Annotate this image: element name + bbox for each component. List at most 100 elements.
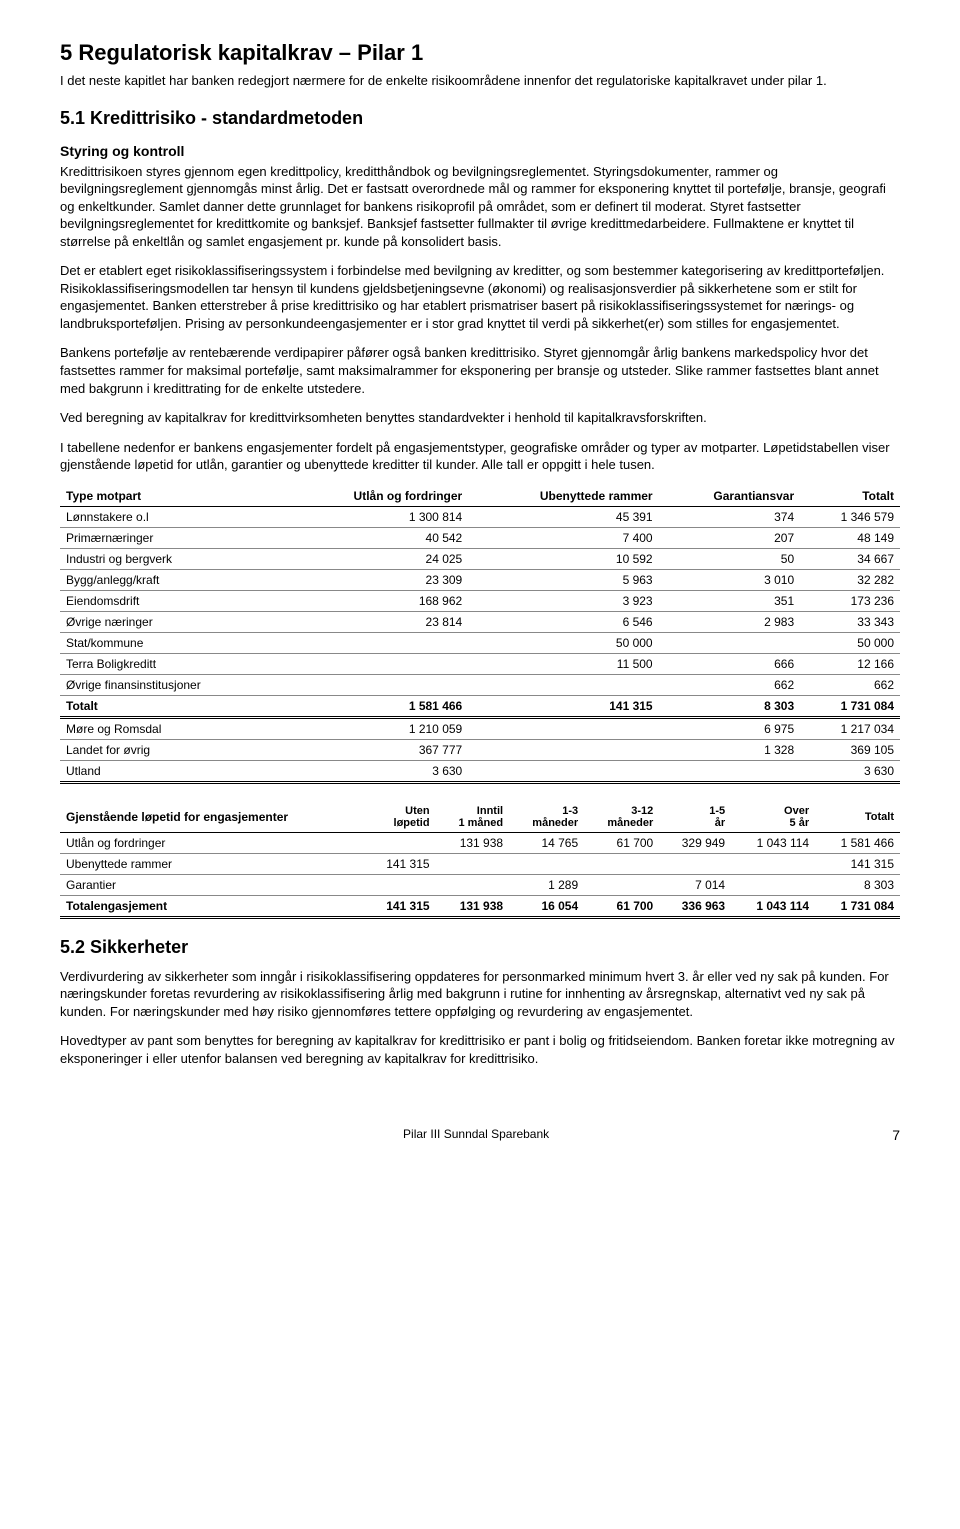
table-cell bbox=[284, 632, 468, 653]
table-cell: 8 303 bbox=[659, 695, 801, 717]
table-cell bbox=[659, 760, 801, 782]
section-5-2-title: 5.2 Sikkerheter bbox=[60, 937, 900, 958]
table-cell bbox=[468, 760, 658, 782]
para-5-1-5: I tabellene nedenfor er bankens engasjem… bbox=[60, 439, 900, 474]
table2-col-header: 3-12måneder bbox=[584, 802, 659, 833]
table-row: Ubenyttede rammer141 315141 315 bbox=[60, 853, 900, 874]
table-cell: 45 391 bbox=[468, 506, 658, 527]
table-row: Bygg/anlegg/kraft23 3095 9633 01032 282 bbox=[60, 569, 900, 590]
table-cell: 6 975 bbox=[659, 717, 801, 739]
table-cell: Primærnæringer bbox=[60, 527, 284, 548]
table-cell: Eiendomsdrift bbox=[60, 590, 284, 611]
table-cell: Totalt bbox=[60, 695, 284, 717]
table-cell: 7 400 bbox=[468, 527, 658, 548]
table-cell: Øvrige finansinstitusjoner bbox=[60, 674, 284, 695]
table-cell: 16 054 bbox=[509, 895, 584, 917]
table-row-total: Totalt1 581 466141 3158 3031 731 084 bbox=[60, 695, 900, 717]
table-cell: 23 309 bbox=[284, 569, 468, 590]
para-5-1-3: Bankens portefølje av rentebærende verdi… bbox=[60, 344, 900, 397]
table-cell: 3 630 bbox=[800, 760, 900, 782]
table-cell: 3 630 bbox=[284, 760, 468, 782]
table-cell: 8 303 bbox=[815, 874, 900, 895]
table-cell: 1 289 bbox=[509, 874, 584, 895]
table-cell: 6 546 bbox=[468, 611, 658, 632]
table-cell: 1 581 466 bbox=[815, 832, 900, 853]
table-cell: 207 bbox=[659, 527, 801, 548]
table-cell: 1 043 114 bbox=[731, 832, 815, 853]
table-cell bbox=[284, 653, 468, 674]
table-cell bbox=[284, 674, 468, 695]
table-row: Garantier1 2897 0148 303 bbox=[60, 874, 900, 895]
table-cell bbox=[584, 853, 659, 874]
table-cell: 168 962 bbox=[284, 590, 468, 611]
table-row: Industri og bergverk24 02510 5925034 667 bbox=[60, 548, 900, 569]
section-5-title: 5 Regulatorisk kapitalkrav – Pilar 1 bbox=[60, 40, 900, 66]
table-cell: Industri og bergverk bbox=[60, 548, 284, 569]
table-cell: 336 963 bbox=[659, 895, 731, 917]
table1-col-header: Utlån og fordringer bbox=[284, 486, 468, 507]
table-cell: 1 300 814 bbox=[284, 506, 468, 527]
table2-col-header: Totalt bbox=[815, 802, 900, 833]
table-cell: Øvrige næringer bbox=[60, 611, 284, 632]
footer-text: Pilar III Sunndal Sparebank bbox=[403, 1127, 549, 1141]
table-cell: Terra Boligkreditt bbox=[60, 653, 284, 674]
table-row: Landet for øvrig367 7771 328369 105 bbox=[60, 739, 900, 760]
table-row: Øvrige næringer23 8146 5462 98333 343 bbox=[60, 611, 900, 632]
table-cell: 666 bbox=[659, 653, 801, 674]
table2-col-header: Gjenstående løpetid for engasjementer bbox=[60, 802, 364, 833]
table-cell: 141 315 bbox=[468, 695, 658, 717]
para-5-2-1: Verdivurdering av sikkerheter som inngår… bbox=[60, 968, 900, 1021]
table-row: Øvrige finansinstitusjoner662662 bbox=[60, 674, 900, 695]
table1-col-header: Type motpart bbox=[60, 486, 284, 507]
table-cell: 1 043 114 bbox=[731, 895, 815, 917]
table-cell: 40 542 bbox=[284, 527, 468, 548]
section-5-1-title: 5.1 Kredittrisiko - standardmetoden bbox=[60, 108, 900, 129]
table-cell bbox=[731, 853, 815, 874]
table-cell: 50 000 bbox=[468, 632, 658, 653]
table2-col-header: 1-5år bbox=[659, 802, 731, 833]
table-cell: Ubenyttede rammer bbox=[60, 853, 364, 874]
table-cell: 131 938 bbox=[436, 832, 509, 853]
table-cell: Bygg/anlegg/kraft bbox=[60, 569, 284, 590]
table-cell: 351 bbox=[659, 590, 801, 611]
table2-col-header: Over5 år bbox=[731, 802, 815, 833]
table-cell: 141 315 bbox=[364, 853, 436, 874]
table-cell bbox=[731, 874, 815, 895]
table2-col-header: Inntil1 måned bbox=[436, 802, 509, 833]
table-cell: 24 025 bbox=[284, 548, 468, 569]
table-cell: 48 149 bbox=[800, 527, 900, 548]
table-cell: 374 bbox=[659, 506, 801, 527]
table-row: Utlån og fordringer131 93814 76561 70032… bbox=[60, 832, 900, 853]
table-cell: 367 777 bbox=[284, 739, 468, 760]
table-lopetid: Gjenstående løpetid for engasjementerUte… bbox=[60, 802, 900, 919]
table-cell: Stat/kommune bbox=[60, 632, 284, 653]
table-cell: 5 963 bbox=[468, 569, 658, 590]
table-cell: 34 667 bbox=[800, 548, 900, 569]
table1-col-header: Ubenyttede rammer bbox=[468, 486, 658, 507]
table-cell bbox=[659, 853, 731, 874]
table-cell: 23 814 bbox=[284, 611, 468, 632]
table-cell: 1 731 084 bbox=[800, 695, 900, 717]
table-cell: 50 bbox=[659, 548, 801, 569]
table-cell: 33 343 bbox=[800, 611, 900, 632]
table-cell: 11 500 bbox=[468, 653, 658, 674]
table-cell bbox=[468, 717, 658, 739]
table-cell: Lønnstakere o.l bbox=[60, 506, 284, 527]
table-cell bbox=[584, 874, 659, 895]
table-cell: 1 581 466 bbox=[284, 695, 468, 717]
table-row: Utland3 6303 630 bbox=[60, 760, 900, 782]
table-cell: 2 983 bbox=[659, 611, 801, 632]
table-cell bbox=[468, 739, 658, 760]
para-5-1-2: Det er etablert eget risikoklassifiserin… bbox=[60, 262, 900, 332]
section-5-intro: I det neste kapitlet har banken redegjor… bbox=[60, 72, 900, 90]
table-cell: 662 bbox=[800, 674, 900, 695]
footer-page-number: 7 bbox=[892, 1127, 900, 1143]
table-type-motpart: Type motpartUtlån og fordringerUbenytted… bbox=[60, 486, 900, 784]
table-row: Lønnstakere o.l1 300 81445 3913741 346 5… bbox=[60, 506, 900, 527]
table-cell bbox=[509, 853, 584, 874]
table-cell: 1 346 579 bbox=[800, 506, 900, 527]
table-cell bbox=[436, 874, 509, 895]
table-cell: Garantier bbox=[60, 874, 364, 895]
para-5-2-2: Hovedtyper av pant som benyttes for bere… bbox=[60, 1032, 900, 1067]
table-cell: 50 000 bbox=[800, 632, 900, 653]
